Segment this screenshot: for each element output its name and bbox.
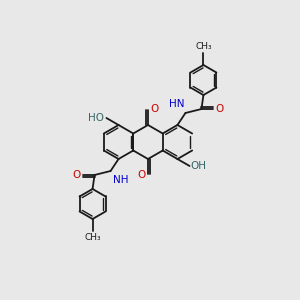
Text: CH₃: CH₃ <box>195 42 212 51</box>
Text: HO: HO <box>88 113 104 123</box>
Text: HN: HN <box>169 99 184 109</box>
Text: CH₃: CH₃ <box>84 233 101 242</box>
Text: NH: NH <box>112 175 128 185</box>
Text: O: O <box>215 104 224 114</box>
Text: O: O <box>138 170 146 180</box>
Text: OH: OH <box>190 161 207 171</box>
Text: O: O <box>72 170 81 180</box>
Text: O: O <box>150 104 158 114</box>
